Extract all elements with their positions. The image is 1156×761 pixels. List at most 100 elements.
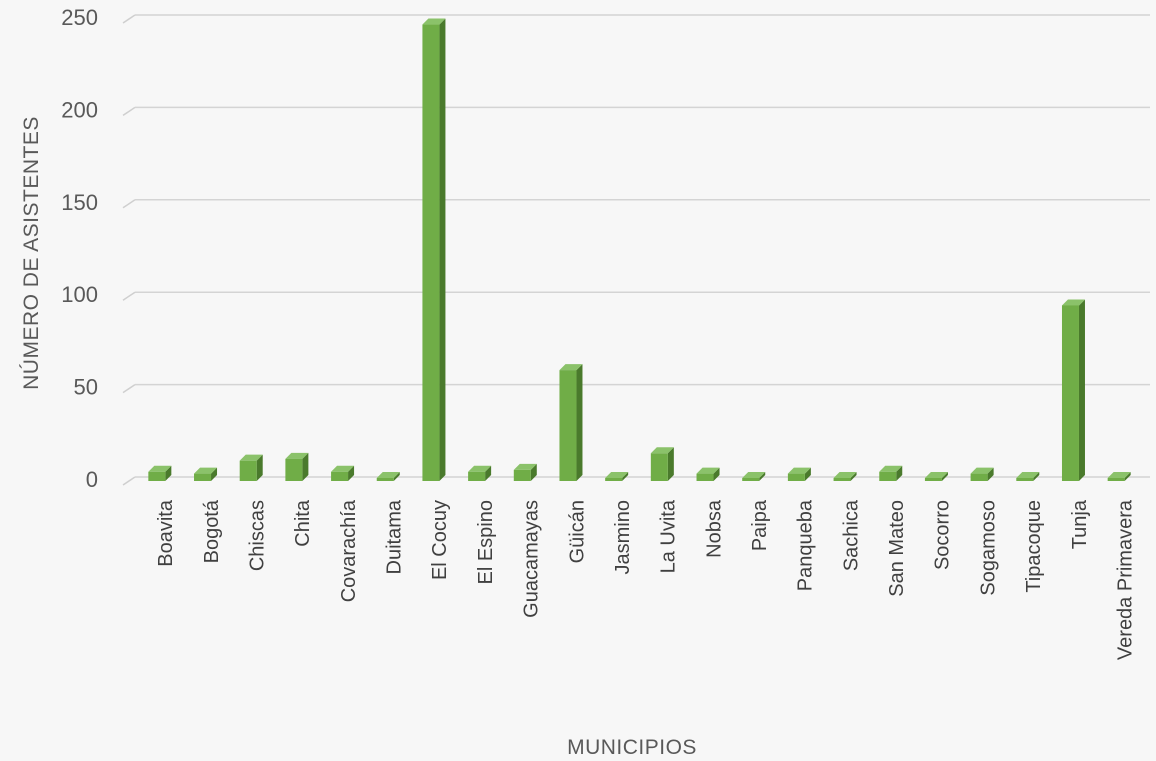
bar-side bbox=[530, 463, 537, 481]
bar bbox=[1061, 299, 1085, 481]
gridline-floor bbox=[122, 14, 136, 24]
x-tick-label: Bogotá bbox=[201, 499, 223, 563]
bar-front bbox=[787, 473, 805, 481]
y-axis-ticks: 0 50 100 150 200 250 bbox=[61, 5, 98, 492]
x-tick-label: Chiscas bbox=[246, 500, 268, 571]
bar bbox=[285, 452, 309, 481]
bar-front bbox=[924, 478, 942, 481]
bar-side bbox=[1033, 472, 1040, 481]
bar-front bbox=[559, 370, 577, 481]
bar bbox=[468, 465, 492, 481]
x-tick-label: Covarachía bbox=[338, 499, 360, 602]
bar-side bbox=[987, 467, 994, 481]
x-tick-label: Panqueba bbox=[795, 499, 817, 591]
bar bbox=[650, 447, 674, 481]
x-tick-label: La Uvita bbox=[658, 499, 680, 573]
bar-top bbox=[513, 463, 537, 470]
bar bbox=[1107, 472, 1131, 481]
bar bbox=[924, 472, 948, 481]
x-tick-label: Boavita bbox=[155, 499, 177, 567]
y-tick-label: 150 bbox=[61, 190, 98, 215]
x-tick-label: Sogamoso bbox=[977, 500, 999, 596]
bar-front bbox=[605, 478, 623, 481]
bar-front bbox=[285, 458, 303, 481]
x-tick-label: Guacamayas bbox=[521, 500, 543, 618]
bar-front bbox=[331, 471, 349, 481]
bar-side bbox=[393, 472, 400, 481]
bar bbox=[422, 18, 446, 481]
bar-top bbox=[1016, 472, 1040, 478]
x-tick-label: Duitama bbox=[384, 499, 406, 574]
bar-front bbox=[1107, 478, 1125, 481]
bar-front bbox=[879, 471, 897, 481]
bar bbox=[331, 465, 355, 481]
bar-top bbox=[833, 472, 857, 478]
bar bbox=[879, 465, 903, 481]
bar bbox=[559, 364, 583, 481]
bar-top bbox=[605, 472, 629, 478]
bar bbox=[513, 463, 537, 481]
bars bbox=[148, 18, 1131, 481]
y-tick-label: 200 bbox=[61, 97, 98, 122]
bar-side bbox=[485, 465, 492, 481]
bar-top bbox=[331, 465, 355, 472]
x-axis-labels: Boavita Bogotá Chiscas Chita Covarachía Duita… bbox=[155, 499, 1136, 660]
bar-top bbox=[468, 465, 492, 472]
bar bbox=[970, 467, 994, 481]
bar-top bbox=[148, 465, 172, 472]
bar-front bbox=[468, 471, 486, 481]
y-axis-title: NÚMERO DE ASISTENTES bbox=[20, 116, 43, 390]
gridline-floor bbox=[122, 199, 136, 209]
bar bbox=[833, 472, 857, 481]
bar-front bbox=[970, 473, 988, 481]
bar-top bbox=[194, 467, 218, 474]
bar-side bbox=[211, 467, 218, 481]
bar-side bbox=[1124, 472, 1131, 481]
x-tick-label: Güicán bbox=[566, 500, 588, 563]
x-tick-label: San Mateo bbox=[886, 500, 908, 597]
bar-top bbox=[742, 472, 766, 478]
bar bbox=[605, 472, 629, 481]
bar-side bbox=[804, 467, 811, 481]
x-tick-label: Chita bbox=[292, 499, 314, 547]
bar bbox=[239, 454, 263, 481]
x-tick-label: Paipa bbox=[749, 499, 771, 551]
x-axis-title: MUNICIPIOS bbox=[567, 736, 697, 759]
gridline-floor bbox=[122, 106, 136, 117]
gridline-floor bbox=[122, 476, 136, 486]
bar-front bbox=[422, 24, 440, 481]
bar bbox=[787, 467, 811, 481]
bar bbox=[194, 467, 218, 481]
bar-front bbox=[742, 478, 760, 481]
x-tick-label: Socorro bbox=[932, 500, 954, 570]
bar-side bbox=[256, 454, 263, 481]
bar-side bbox=[576, 364, 583, 481]
bar bbox=[696, 467, 720, 481]
bar-side bbox=[941, 472, 948, 481]
bar-side bbox=[896, 465, 903, 481]
bar-top bbox=[696, 467, 720, 474]
bar-front bbox=[239, 460, 257, 481]
bar-top bbox=[1107, 472, 1131, 478]
x-tick-label: Tipacoque bbox=[1023, 500, 1045, 593]
bar-front bbox=[194, 473, 212, 481]
y-tick-label: 250 bbox=[61, 5, 98, 30]
bar-top bbox=[787, 467, 811, 474]
bar-side bbox=[165, 465, 172, 481]
bar-side bbox=[1078, 299, 1085, 481]
x-tick-label: Tunja bbox=[1069, 499, 1091, 549]
bar-top bbox=[285, 452, 309, 459]
bar-top bbox=[239, 454, 263, 461]
bar bbox=[148, 465, 172, 481]
y-tick-label: 100 bbox=[61, 282, 98, 307]
bar-front bbox=[148, 471, 166, 481]
x-tick-label: Sachica bbox=[840, 499, 862, 571]
bar-side bbox=[439, 18, 446, 481]
bar bbox=[1016, 472, 1040, 481]
bar-top bbox=[650, 447, 674, 454]
bar-front bbox=[696, 473, 714, 481]
bar-top bbox=[422, 18, 446, 25]
bar-front bbox=[376, 478, 394, 481]
bar-side bbox=[348, 465, 355, 481]
